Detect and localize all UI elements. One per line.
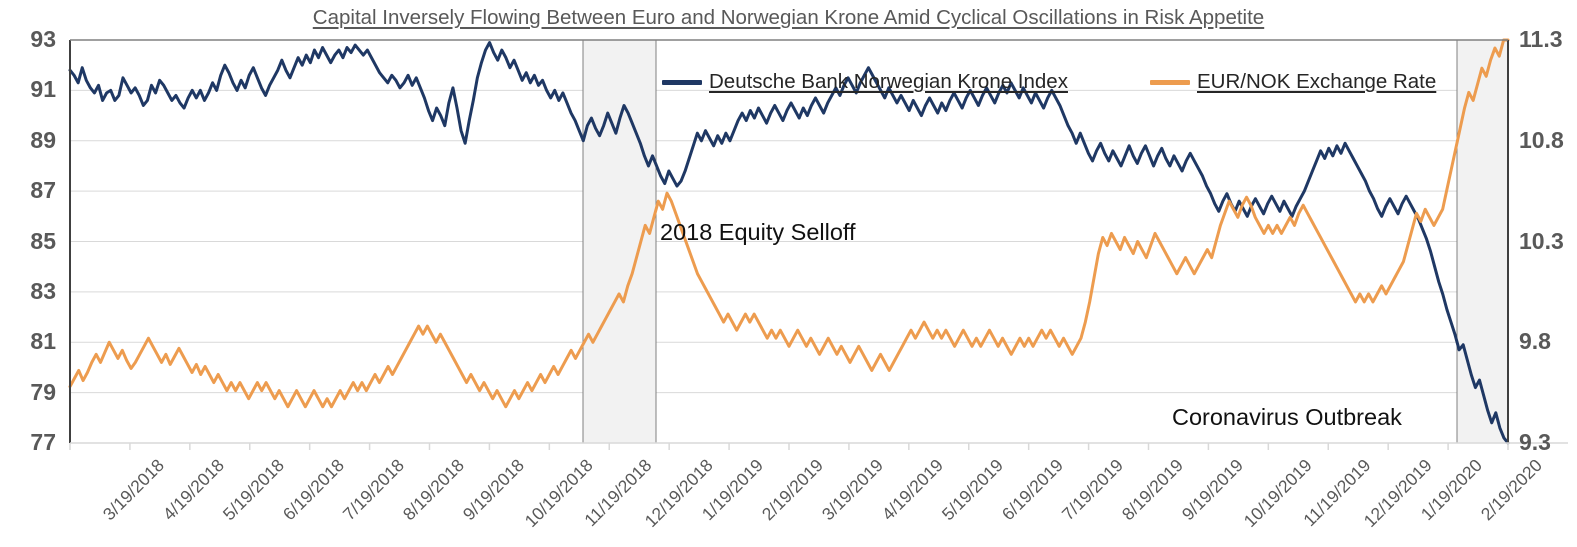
chart-title: Capital Inversely Flowing Between Euro a… [312,6,1265,29]
series-line [68,41,1510,445]
chart-annotation: 2018 Equity Selloff [660,219,856,245]
legend-entry[interactable]: Deutsche Bank Norwegian Krone Index [662,70,1068,94]
left-axis-tick-label: 87 [30,177,56,204]
left-axis-tick-label: 81 [30,328,56,355]
series-lines [68,38,1510,445]
legend-color-swatch [1150,79,1190,85]
left-axis-tick-label: 89 [30,126,56,153]
2018-equity-selloff-band [582,39,657,444]
right-axis-tick-label: 10.8 [1519,126,1564,153]
left-axis-tick-label: 83 [30,277,56,304]
legend-label: Deutsche Bank Norwegian Krone Index [709,70,1068,93]
left-axis-tick-label: 77 [30,429,56,455]
right-axis-tick-label: 9.8 [1519,328,1551,355]
series-line [68,38,1510,409]
plot-border [69,39,1568,444]
left-axis-tick-label: 91 [30,76,56,103]
left-axis-tick-label: 85 [30,227,56,254]
right-axis-tick-label: 11.3 [1519,26,1563,52]
right-axis-tick-label: 9.3 [1519,429,1551,455]
legend-entry[interactable]: EUR/NOK Exchange Rate [1150,70,1436,94]
right-axis-tick-label: 10.3 [1519,227,1564,254]
legend-label: EUR/NOK Exchange Rate [1197,70,1437,93]
left-axis-tick-label: 79 [30,378,56,405]
chart-annotation: Coronavirus Outbreak [1172,404,1402,430]
x-axis-ticks [69,443,1509,450]
legend-color-swatch [662,79,702,85]
left-axis-tick-label: 93 [30,26,56,52]
coronavirus-outbreak-band [1456,39,1509,444]
